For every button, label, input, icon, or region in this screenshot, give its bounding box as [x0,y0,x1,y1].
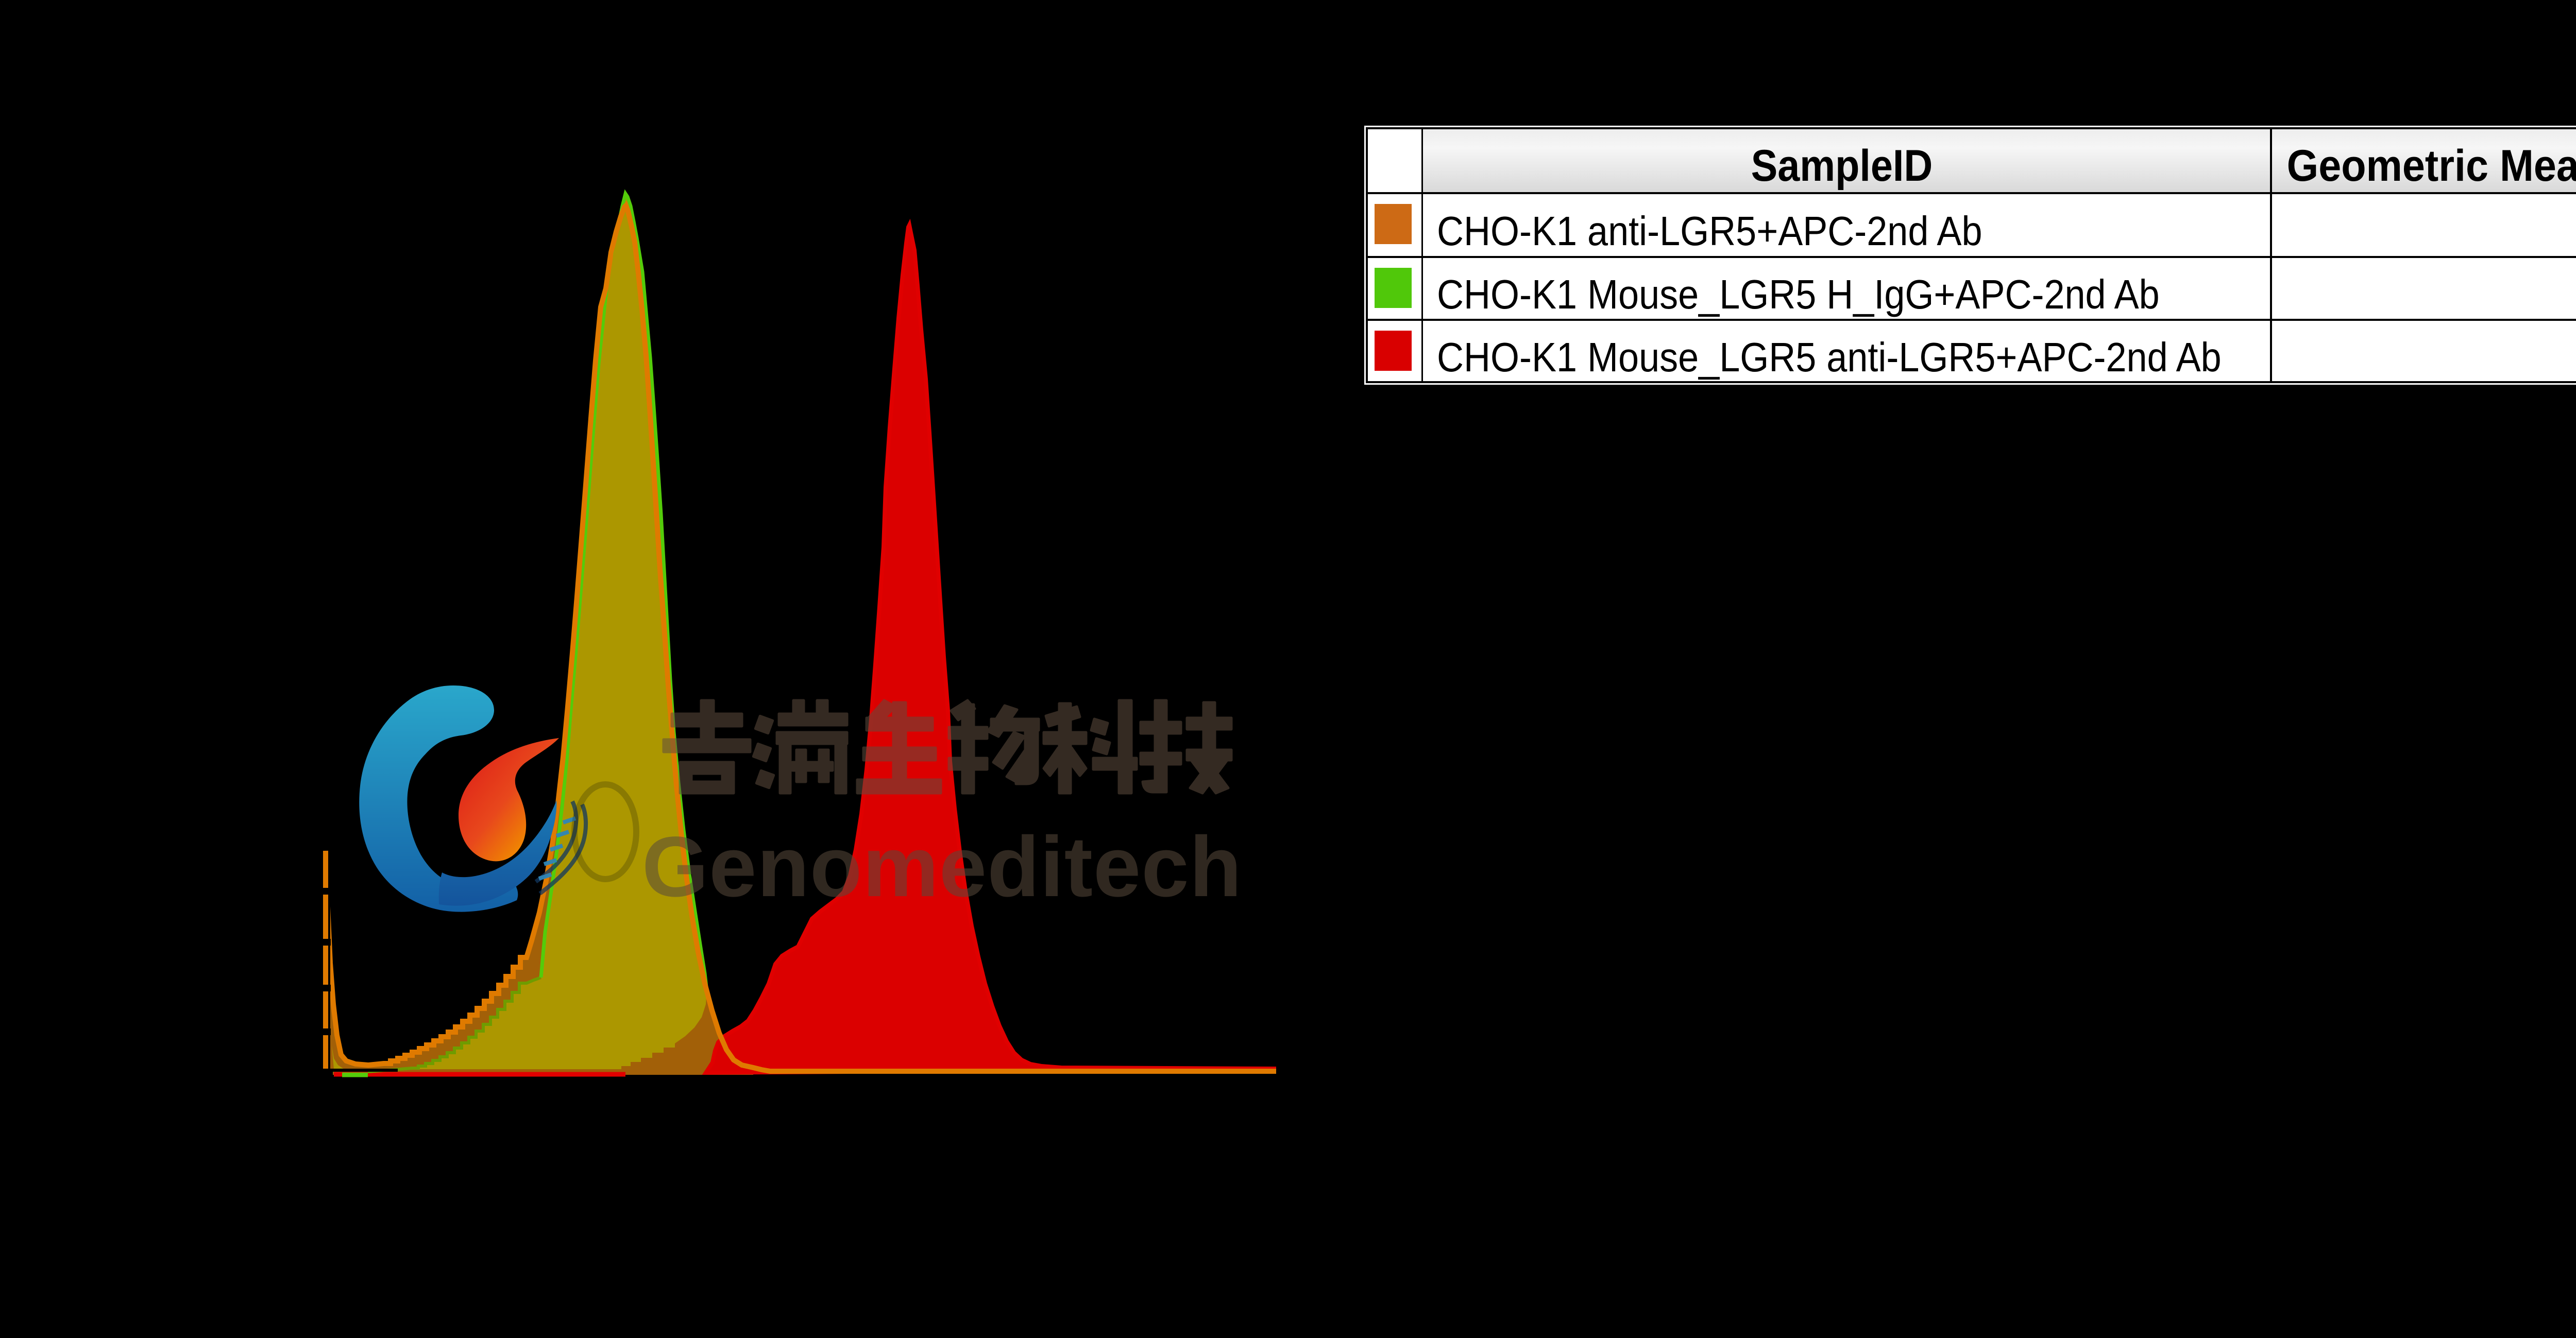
svg-text:Genomeditech: Genomeditech [642,819,1242,915]
